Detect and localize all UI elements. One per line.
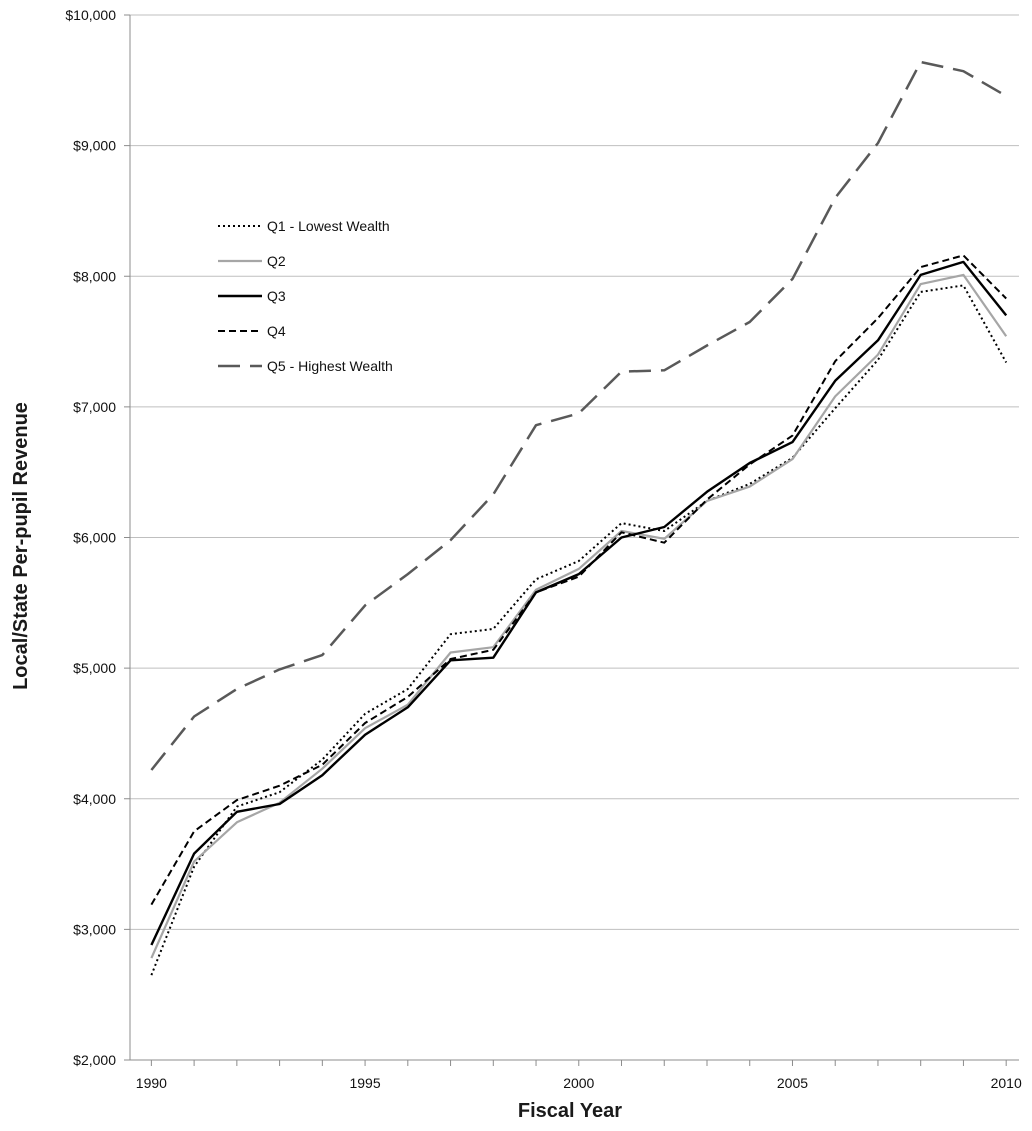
y-tick-label: $3,000 [73,921,116,937]
y-tick-label: $8,000 [73,268,116,284]
x-tick-label: 1990 [136,1075,167,1091]
axes: $2,000 $3,000 $4,000 $5,000 $6,000 $7,000 $8,0… [65,7,1022,1091]
x-tick-label: 1995 [349,1075,380,1091]
legend: Q1 - Lowest Wealth Q2 Q3 Q4 Q5 - Highest Wea… [218,218,393,374]
y-tick-label: $7,000 [73,399,116,415]
x-tick-label: 2010 [991,1075,1022,1091]
legend-label: Q3 [267,288,286,304]
y-tick-label: $10,000 [65,7,116,23]
legend-label: Q2 [267,253,286,269]
gridlines [130,14,1019,930]
series-lines [150,60,1008,976]
series-line [150,260,1008,946]
y-axis-title: Local/State Per-pupil Revenue [10,402,32,690]
legend-label: Q5 - Highest Wealth [267,358,393,374]
y-tick-label: $5,000 [73,660,116,676]
y-tick-label: $4,000 [73,791,116,807]
series-line [150,60,1007,771]
y-tick-label: $6,000 [73,530,116,546]
legend-label: Q4 [267,323,286,339]
legend-label: Q1 - Lowest Wealth [267,218,390,234]
series-line [150,254,1007,906]
series-line [150,273,1008,959]
x-tick-label: 2000 [563,1075,594,1091]
x-tick-label: 2005 [777,1075,808,1091]
x-axis-title: Fiscal Year [518,1100,622,1122]
y-tick-label: $9,000 [73,138,116,154]
y-tick-label: $2,000 [73,1052,116,1068]
series-line [150,284,1008,976]
